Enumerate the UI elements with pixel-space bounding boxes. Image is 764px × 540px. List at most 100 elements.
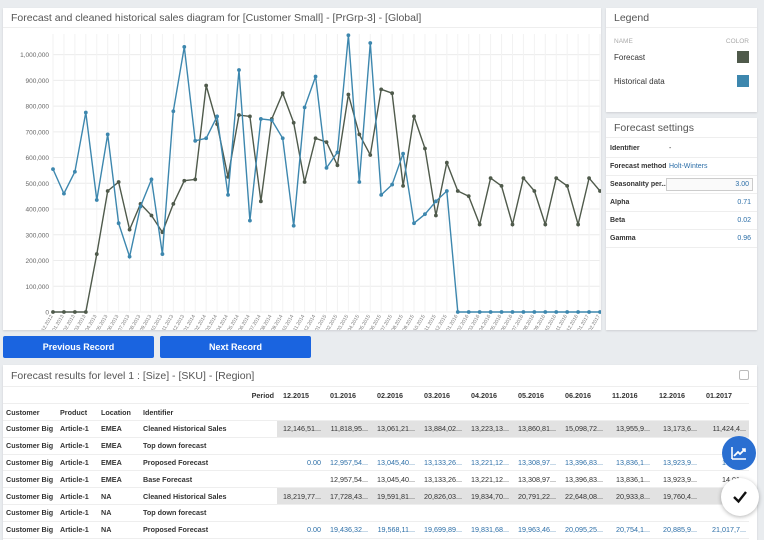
cell-value[interactable]: 19,834,70... <box>465 487 512 506</box>
cell-value[interactable] <box>324 504 371 522</box>
cell-value[interactable]: 11,818,95... <box>324 420 371 438</box>
cell-value[interactable] <box>324 437 371 455</box>
cell-value[interactable]: 18,219,77... <box>277 487 324 506</box>
cell-value[interactable]: 13,133,26... <box>418 454 465 472</box>
cell-value[interactable]: 13,223,13... <box>465 420 512 438</box>
historical-data-point <box>390 182 395 187</box>
historical-data-point <box>455 310 460 314</box>
cell-value[interactable]: 13,836,1... <box>606 470 653 489</box>
cell-value[interactable]: 19,699,89... <box>418 521 465 539</box>
table-row[interactable]: Customer Big Article-1 EMEA Top down foreca… <box>3 437 749 455</box>
cell-value[interactable]: 12,957,54... <box>324 454 371 472</box>
setting-beta[interactable]: Beta 0.02 <box>606 212 757 230</box>
cell-value[interactable]: 17,728,43... <box>324 487 371 506</box>
column-header-product[interactable]: Product <box>57 403 98 422</box>
cell-value[interactable]: 12,146,51... <box>277 420 324 438</box>
cell-value[interactable] <box>512 504 559 522</box>
next-record-button[interactable]: Next Record <box>160 336 311 358</box>
historical-data-point <box>379 192 384 197</box>
setting-seasonality[interactable]: Seasonality per... 3.00 <box>606 176 757 194</box>
column-header-location[interactable]: Location <box>98 403 140 422</box>
cell-value[interactable]: 12,957,54... <box>324 470 371 489</box>
cell-value[interactable] <box>465 504 512 522</box>
gamma-input[interactable]: 0.96 <box>737 235 751 242</box>
cell-value[interactable]: 13,923,9... <box>653 454 700 472</box>
cell-value[interactable]: 19,436,32... <box>324 521 371 539</box>
cell-value[interactable]: 13,836,1... <box>606 454 653 472</box>
cell-value[interactable] <box>277 504 324 522</box>
cell-value[interactable] <box>559 504 606 522</box>
cell-value[interactable]: 20,826,03... <box>418 487 465 506</box>
chart-toggle-button[interactable] <box>722 436 756 470</box>
cell-value[interactable] <box>418 437 465 455</box>
cell-value[interactable]: 20,754,1... <box>606 521 653 539</box>
previous-record-button[interactable]: Previous Record <box>3 336 154 358</box>
cell-value[interactable] <box>277 470 324 489</box>
column-header-customer[interactable]: Customer <box>3 403 57 422</box>
cell-value[interactable]: 19,591,81... <box>371 487 418 506</box>
cell-value[interactable]: 13,045,40... <box>371 454 418 472</box>
table-row[interactable]: Customer Big Article-1 NA Top down forecast <box>3 504 749 522</box>
cell-value[interactable]: 13,308,97... <box>512 470 559 489</box>
forecast-method-select[interactable]: Holt-Winters <box>669 163 708 170</box>
forecast-point <box>576 222 581 227</box>
cell-value[interactable]: 13,955,9... <box>606 420 653 438</box>
historical-data-point <box>269 118 274 123</box>
column-header-identifier[interactable]: Identifier <box>140 403 277 422</box>
table-row[interactable]: Customer Big Article-1 NA Proposed Forecast… <box>3 521 749 539</box>
seasonality-input[interactable]: 3.00 <box>666 178 753 191</box>
cell-value[interactable]: 0.00 <box>277 521 324 539</box>
historical-data-point <box>72 169 77 174</box>
cell-value[interactable]: 20,791,22... <box>512 487 559 506</box>
cell-value[interactable]: 13,173,6... <box>653 420 700 438</box>
cell-value[interactable]: 13,221,12... <box>465 454 512 472</box>
cell-value[interactable] <box>277 437 324 455</box>
table-row[interactable]: Customer Big Article-1 EMEA Base Forecast 12… <box>3 470 749 489</box>
alpha-input[interactable]: 0.71 <box>737 199 751 206</box>
cell-value[interactable] <box>418 504 465 522</box>
confirm-button[interactable] <box>721 478 759 516</box>
cell-value[interactable]: 22,648,08... <box>559 487 606 506</box>
setting-forecast-method[interactable]: Forecast method Holt-Winters <box>606 158 757 176</box>
cell-value[interactable] <box>512 437 559 455</box>
cell-value[interactable]: 19,831,68... <box>465 521 512 539</box>
panel-checkbox[interactable] <box>739 370 749 380</box>
cell-value[interactable]: 13,061,21... <box>371 420 418 438</box>
cell-value[interactable]: 20,933,8... <box>606 487 653 506</box>
cell-value[interactable]: 19,568,11... <box>371 521 418 539</box>
cell-value[interactable]: 13,396,83... <box>559 454 606 472</box>
cell-value[interactable] <box>559 437 606 455</box>
cell-value[interactable]: 13,308,97... <box>512 454 559 472</box>
setting-gamma[interactable]: Gamma 0.96 <box>606 230 757 248</box>
cell-value[interactable]: 13,045,40... <box>371 470 418 489</box>
cell-value[interactable]: 21,017,7... <box>700 521 749 539</box>
table-row[interactable]: Customer Big Article-1 NA Cleaned Historica… <box>3 487 749 506</box>
cell-value[interactable]: 11,424,4... <box>700 420 749 438</box>
cell-value[interactable]: 13,860,81... <box>512 420 559 438</box>
cell-value[interactable] <box>371 437 418 455</box>
cell-value[interactable]: 13,221,12... <box>465 470 512 489</box>
cell-value[interactable]: 0.00 <box>277 454 324 472</box>
cell-value[interactable]: 20,885,9... <box>653 521 700 539</box>
cell-value[interactable] <box>371 504 418 522</box>
historical-data-point <box>466 310 471 314</box>
cell-value[interactable]: 13,133,26... <box>418 470 465 489</box>
cell-value[interactable] <box>606 504 653 522</box>
beta-input[interactable]: 0.02 <box>737 217 751 224</box>
cell-value[interactable]: 19,760,4... <box>653 487 700 506</box>
cell-value[interactable]: 13,396,83... <box>559 470 606 489</box>
setting-alpha[interactable]: Alpha 0.71 <box>606 194 757 212</box>
cell-value[interactable]: 13,884,02... <box>418 420 465 438</box>
cell-value[interactable]: 20,095,25... <box>559 521 606 539</box>
cell-value[interactable]: 13,923,9... <box>653 470 700 489</box>
cell-value[interactable] <box>653 504 700 522</box>
table-row[interactable]: Customer Big Article-1 EMEA Proposed Foreca… <box>3 454 749 472</box>
cell-value[interactable]: 15,098,72... <box>559 420 606 438</box>
y-tick-label: 800,000 <box>26 104 50 111</box>
table-row[interactable]: Customer Big Article-1 EMEA Cleaned Histori… <box>3 420 749 438</box>
historical-data-point <box>105 132 110 137</box>
cell-value[interactable] <box>606 437 653 455</box>
cell-value[interactable] <box>465 437 512 455</box>
cell-value[interactable] <box>653 437 700 455</box>
cell-value[interactable]: 19,963,46... <box>512 521 559 539</box>
